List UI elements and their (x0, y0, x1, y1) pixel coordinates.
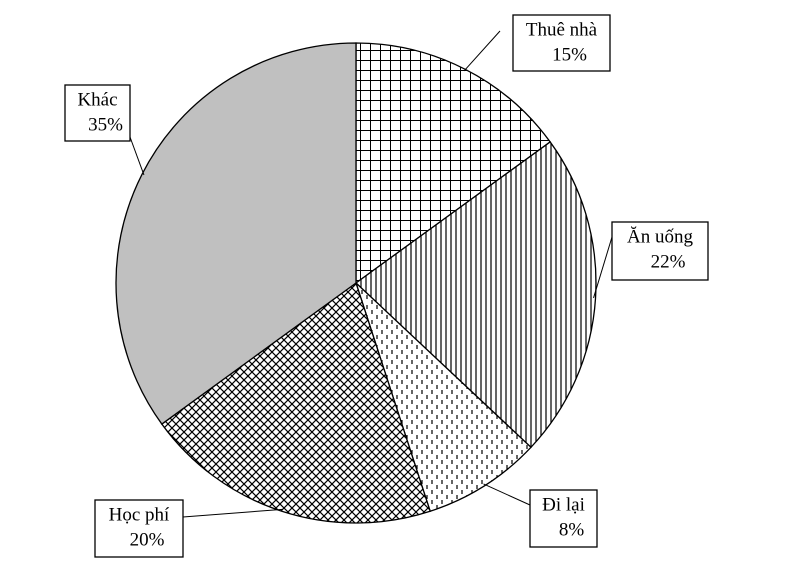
value-label: 35% (88, 114, 123, 135)
leader-line (182, 508, 283, 518)
slice (354, 141, 597, 449)
value-label: 22% (651, 251, 686, 272)
label-box (94, 499, 184, 558)
slice (160, 281, 431, 524)
label-name: Đi lại (542, 494, 585, 515)
label-box (529, 489, 598, 548)
leader-line (129, 136, 145, 176)
label-box (611, 221, 709, 281)
leader-line (483, 483, 531, 506)
value-label: 20% (130, 529, 165, 550)
label-box (512, 14, 611, 72)
slice (355, 42, 552, 285)
pie (115, 42, 597, 524)
label-name: Ăn uống (627, 226, 693, 247)
label-box (64, 84, 131, 142)
slice (355, 282, 532, 513)
leader-line (463, 30, 501, 72)
label-name: Học phí (109, 504, 170, 525)
value-label: 15% (552, 44, 587, 65)
slice (115, 42, 357, 425)
label-name: Thuê nhà (526, 19, 598, 40)
labels: Thuê nhà 15% Ăn uống 22% Đi lại 8% Học phí 20% K… (64, 14, 709, 558)
leader-line (593, 236, 613, 299)
label-name: Khác (77, 89, 117, 110)
value-label: 8% (559, 519, 585, 540)
